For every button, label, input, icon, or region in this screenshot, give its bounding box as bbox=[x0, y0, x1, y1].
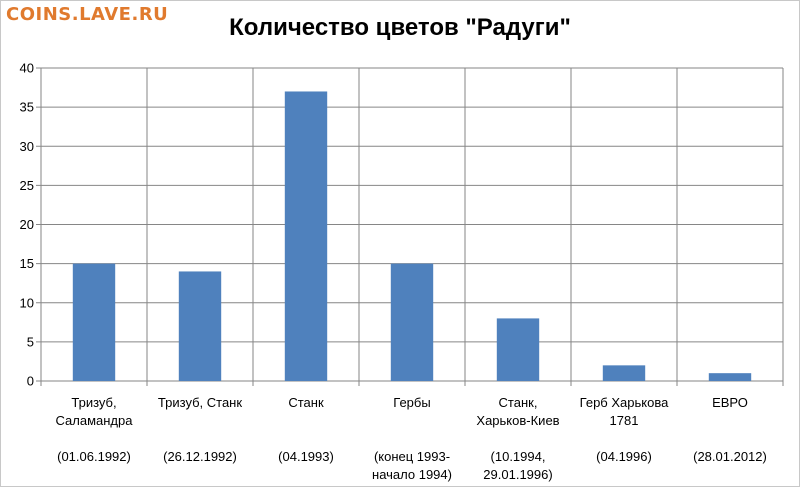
x-tick-label-line bbox=[410, 431, 414, 446]
y-tick-label: 10 bbox=[20, 295, 34, 310]
watermark: COINS.LAVE.RU bbox=[6, 4, 169, 25]
y-tick-label: 0 bbox=[27, 374, 34, 389]
y-tick-label: 40 bbox=[20, 61, 34, 76]
bar bbox=[496, 318, 540, 381]
x-tick-label-line bbox=[198, 431, 202, 446]
bar bbox=[708, 373, 752, 381]
x-tick-label-line: (10.1994, bbox=[491, 449, 546, 464]
x-tick-label-line: (04.1993) bbox=[278, 449, 334, 464]
x-tick-label: Тризуб, Саламандра (01.06.1992) bbox=[56, 395, 134, 464]
x-tick-label-line: Гербы bbox=[393, 395, 430, 410]
bar bbox=[178, 271, 222, 381]
x-tick-label-line: Харьков-Киев bbox=[476, 413, 559, 428]
x-tick-label-line bbox=[728, 431, 732, 446]
x-tick-label-line bbox=[622, 431, 626, 446]
x-tick-label: Станк (04.1993) bbox=[278, 395, 334, 464]
bar bbox=[72, 263, 116, 381]
x-tick-label: Станк, Харьков-Киев (10.1994, 29.01.1996) bbox=[476, 395, 559, 482]
x-tick-label-line: (26.12.1992) bbox=[163, 449, 237, 464]
y-tick-label: 15 bbox=[20, 256, 34, 271]
x-tick-label-line: начало 1994) bbox=[372, 467, 452, 482]
x-tick-label-line: Тризуб, Станк bbox=[158, 395, 242, 410]
x-tick-label-line: (28.01.2012) bbox=[693, 449, 767, 464]
x-tick-label: Герб Харькова 1781 (04.1996) bbox=[580, 395, 669, 464]
x-tick-label-line: ЕВРО bbox=[712, 395, 748, 410]
x-tick-label-line: 29.01.1996) bbox=[483, 467, 552, 482]
y-tick-label: 20 bbox=[20, 217, 34, 232]
x-tick-label-line bbox=[198, 413, 202, 428]
bar bbox=[602, 365, 646, 381]
chart-title: Количество цветов "Радуги" bbox=[229, 14, 571, 41]
x-tick-label-line bbox=[410, 413, 414, 428]
x-tick-label-line: Тризуб, bbox=[71, 395, 116, 410]
bar bbox=[284, 91, 328, 381]
x-tick-label-line: 1781 bbox=[610, 413, 639, 428]
y-tick-label: 25 bbox=[20, 178, 34, 193]
x-tick-label-line bbox=[516, 431, 520, 446]
x-tick-label-line: Станк, bbox=[499, 395, 538, 410]
y-tick-label: 35 bbox=[20, 100, 34, 115]
x-tick-label-line: Саламандра bbox=[56, 413, 134, 428]
x-tick-label-line bbox=[728, 413, 732, 428]
x-tick-label-line: Станк bbox=[288, 395, 324, 410]
x-tick-label-line: (04.1996) bbox=[596, 449, 652, 464]
x-tick-label-line: Герб Харькова bbox=[580, 395, 669, 410]
x-tick-label: Тризуб, Станк (26.12.1992) bbox=[158, 395, 242, 464]
y-tick-label: 5 bbox=[27, 334, 34, 349]
bar bbox=[390, 263, 434, 381]
x-tick-label-line bbox=[304, 413, 308, 428]
y-tick-label: 30 bbox=[20, 139, 34, 154]
x-tick-label-line bbox=[92, 431, 96, 446]
x-tick-label-line bbox=[304, 431, 308, 446]
x-tick-label: Гербы (конец 1993- начало 1994) bbox=[372, 395, 452, 482]
x-tick-label-line: (конец 1993- bbox=[374, 449, 450, 464]
x-tick-label-line: (01.06.1992) bbox=[57, 449, 131, 464]
x-tick-label: ЕВРО (28.01.2012) bbox=[693, 395, 767, 464]
